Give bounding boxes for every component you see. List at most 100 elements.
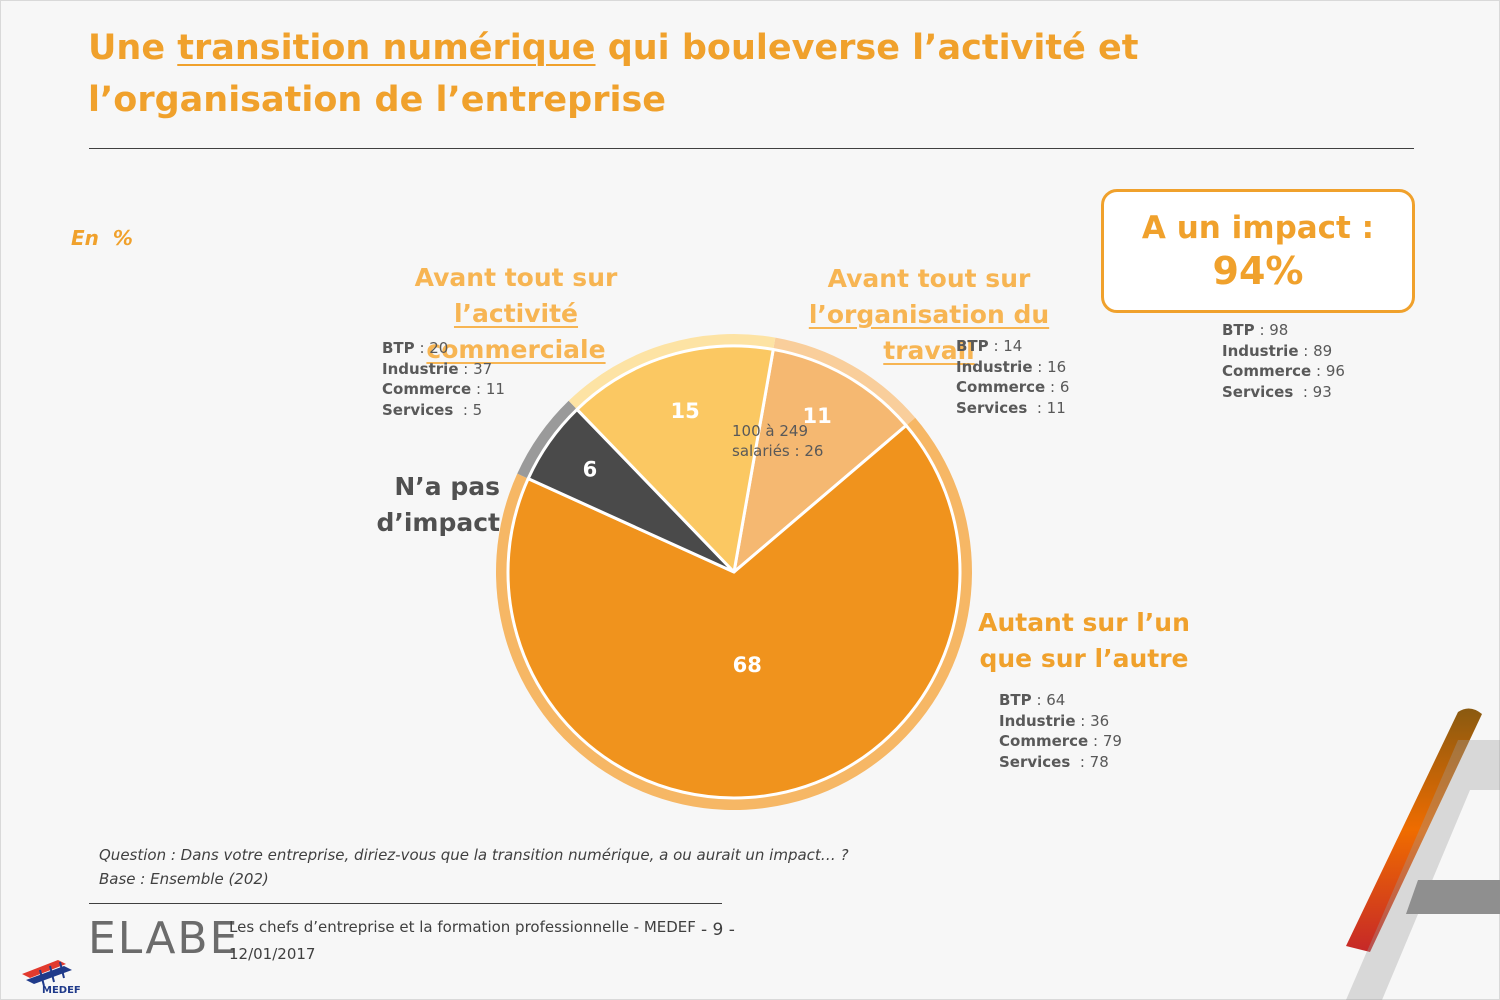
breakdown-row: Commerce : 11 [382,379,505,400]
label-commercial-line2: l’activité commerciale [426,299,606,364]
label-commercial-line1: Avant tout sur [414,263,618,292]
title-part-2-underlined: transition numérique [177,28,596,68]
breakdown-organisation: BTP : 14 Industrie : 16 Commerce : 6 Servic… [956,336,1069,418]
breakdown-sep: : [1032,357,1048,376]
page-number: - 9 - [701,920,735,940]
breakdown-key: Industrie [382,359,459,378]
breakdown-sep: : [988,337,1004,355]
breakdown-row: Services : 78 [999,752,1122,773]
breakdown-row: Industrie : 16 [956,357,1069,378]
breakdown-sep: : [453,400,473,419]
impact-summary-box: A un impact : 94% [1101,189,1415,313]
breakdown-key: BTP [956,337,989,355]
label-autant-line2: que sur l’autre [979,644,1189,673]
footer-divider [89,903,722,904]
breakdown-sep: : [1031,691,1047,709]
pie-value-label: 15 [670,399,699,423]
breakdown-key: Services [382,400,454,419]
breakdown-sep: : [1088,732,1103,750]
breakdown-key: Commerce [956,378,1046,396]
base-note: Base : Ensemble (202) [99,870,269,888]
label-organisation-line2: l’organisation du travail [808,300,1050,365]
breakdown-value: 79 [1102,732,1122,750]
breakdown-row: Commerce : 6 [956,377,1069,398]
breakdown-row: BTP : 14 [956,336,1069,357]
pie-value-label: 68 [733,653,762,677]
breakdown-sep: : [414,339,430,357]
breakdown-sep: : [1070,752,1090,771]
label-activite-commerciale: Avant tout sur l’activité commerciale [370,260,662,368]
breakdown-key: Services [956,398,1028,417]
pie-value-label: 11 [802,404,831,428]
title-part-3: qui bouleverse l’activité et l’organisat… [88,28,1139,120]
breakdown-key: BTP [999,691,1032,709]
breakdown-value: 11 [1046,398,1066,417]
breakdown-row: BTP : 20 [382,338,505,359]
organisation-extra-note-line2: salariés : 26 [732,442,823,460]
breakdown-row: BTP : 98 [1222,320,1345,341]
medef-logo-icon [22,960,72,987]
label-pas-impact: N’a pas d’impact [376,472,500,537]
breakdown-key: Industrie [999,711,1076,730]
breakdown-value: 36 [1090,711,1110,730]
breakdown-row: Services : 5 [382,400,505,421]
breakdown-sep: : [1254,321,1270,339]
breakdown-row: Commerce : 96 [1222,361,1345,382]
footer-study: Les chefs d’entreprise et la formation p… [229,914,696,968]
breakdown-row: Services : 93 [1222,382,1345,403]
footer-date: 12/01/2017 [229,945,316,963]
breakdown-value: 37 [473,359,493,378]
title-part-1: Une [88,28,178,68]
breakdown-value: 98 [1269,321,1289,339]
breakdown-key: Services [999,752,1071,771]
breakdown-key: Commerce [1222,362,1312,380]
pie-slices [506,344,962,800]
breakdown-key: BTP [382,339,415,357]
unit-label: En % [71,226,133,250]
breakdown-value: 64 [1046,691,1066,709]
title-divider [89,148,1414,149]
breakdown-key: Industrie [1222,341,1299,360]
label-autant: Autant sur l’un que sur l’autre [975,605,1193,677]
label-autant-line1: Autant sur l’un [978,608,1190,637]
impact-value: 94% [1212,249,1304,293]
elabe-logo: ELABE [88,913,240,964]
question-note: Question : Dans votre entreprise, diriez… [99,846,849,864]
breakdown-sep: : [1075,711,1091,730]
page-title: Une transition numérique qui bouleverse … [88,22,1418,126]
breakdown-sep: : [1311,362,1326,380]
breakdown-value: 16 [1047,357,1067,376]
label-organisation-line1: Avant tout sur [827,264,1031,293]
label-organisation-travail: Avant tout sur l’organisation du travail [774,261,1084,369]
breakdown-sep: : [1293,382,1313,401]
breakdown-value: 89 [1313,341,1333,360]
breakdown-key: BTP [1222,321,1255,339]
breakdown-key: Services [1222,382,1294,401]
footer-study-title: Les chefs d’entreprise et la formation p… [229,918,696,936]
breakdown-value: 78 [1089,752,1109,771]
breakdown-sep: : [471,380,486,398]
organisation-extra-note-line1: 100 à 249 [732,422,808,440]
breakdown-row: Industrie : 37 [382,359,505,380]
breakdown-row: Commerce : 79 [999,731,1122,752]
breakdown-value: 14 [1003,337,1023,355]
breakdown-value: 6 [1059,378,1070,396]
breakdown-value: 93 [1312,382,1332,401]
breakdown-key: Commerce [999,732,1089,750]
breakdown-value: 5 [472,400,483,419]
pie-slice [732,347,908,574]
breakdown-value: 20 [429,339,449,357]
breakdown-impact: BTP : 98 Industrie : 89 Commerce : 96 Servi… [1222,320,1345,402]
breakdown-key: Industrie [956,357,1033,376]
medef-logo-text: MEDEF [42,985,81,996]
breakdown-key: Commerce [382,380,472,398]
breakdown-row: Services : 11 [956,398,1069,419]
breakdown-value: 11 [485,380,505,398]
impact-label: A un impact : [1141,210,1375,246]
pie-value-label: 6 [583,457,598,481]
breakdown-sep: : [458,359,474,378]
breakdown-sep: : [1027,398,1047,417]
decorative-a-shape [1346,708,1500,1000]
breakdown-row: BTP : 64 [999,690,1122,711]
